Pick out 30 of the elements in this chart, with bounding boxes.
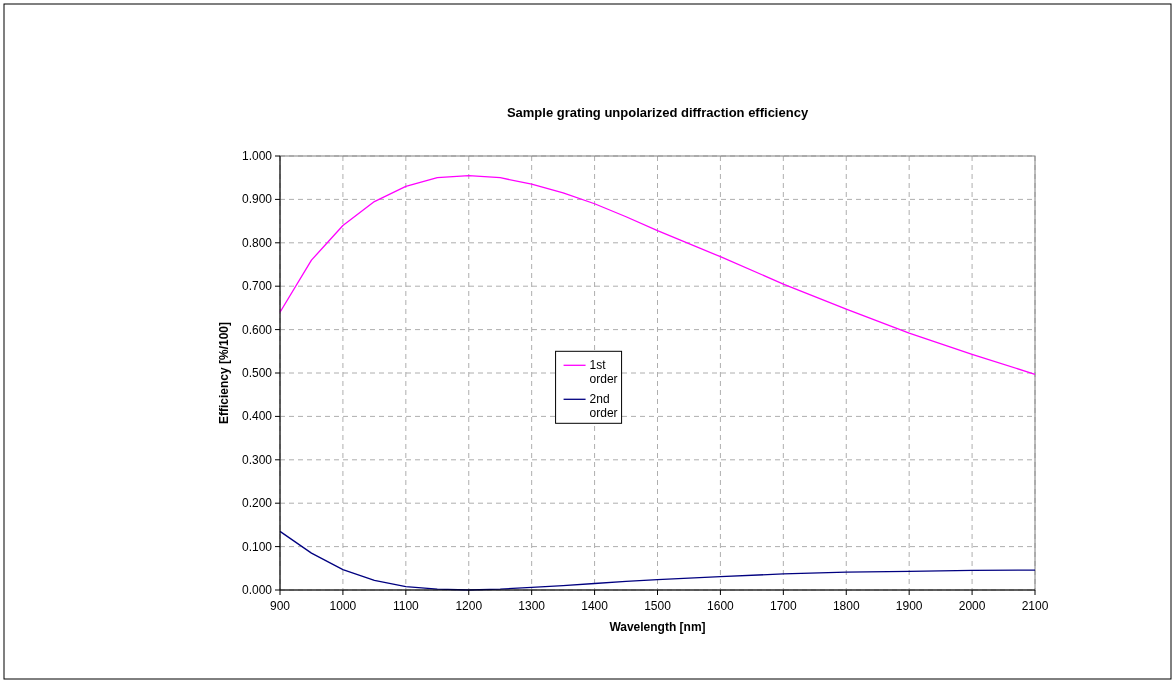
x-tick-label: 1800 (832, 599, 860, 613)
y-tick-label: 0.300 (241, 452, 273, 467)
x-tick-label: 1500 (644, 599, 672, 613)
line-series (279, 174, 1036, 375)
y-tick-label: 0.500 (241, 366, 273, 380)
y-tick-label: 0.400 (241, 409, 273, 424)
y-tick-label: 0.600 (241, 322, 273, 337)
legend-label: 1st order (589, 358, 618, 387)
y-tick-label: 1.000 (241, 149, 273, 163)
x-tick-label: 1200 (455, 599, 483, 613)
x-tick-label: 1000 (329, 599, 357, 613)
legend-label: 2nd order (589, 392, 618, 421)
y-tick-label: 0.000 (241, 583, 273, 597)
x-tick-label: 900 (269, 599, 291, 613)
y-axis-title: Efficiency [%/100] (217, 321, 231, 425)
x-axis-title: Wavelength [nm] (609, 620, 706, 634)
x-tick-label: 2100 (1021, 599, 1049, 613)
chart-title: Sample grating unpolarized diffraction efficiency (506, 105, 809, 120)
x-tick-label: 2000 (958, 599, 986, 613)
x-tick-label: 1900 (895, 599, 923, 613)
x-tick-label: 1600 (707, 599, 735, 613)
y-tick-label: 0.200 (241, 496, 273, 511)
y-tick-label: 0.700 (241, 279, 273, 294)
x-tick-label: 1700 (769, 599, 797, 613)
x-tick-label: 1400 (581, 599, 609, 613)
y-tick-label: 0.800 (241, 235, 273, 250)
x-tick-label: 1100 (392, 599, 420, 613)
y-tick-label: 0.100 (241, 539, 273, 554)
x-tick-label: 1300 (518, 599, 546, 613)
y-tick-label: 0.900 (241, 192, 273, 207)
